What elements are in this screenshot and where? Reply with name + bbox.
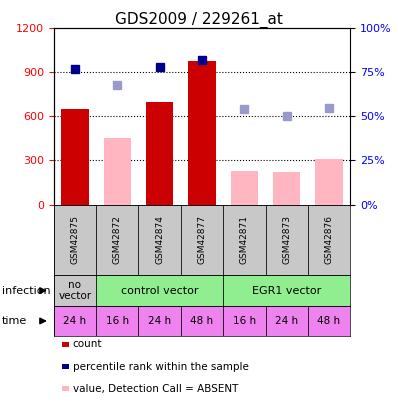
Bar: [308, 205, 350, 275]
Text: control vector: control vector: [121, 286, 198, 296]
Text: 24 h: 24 h: [148, 316, 171, 326]
Text: GSM42874: GSM42874: [155, 215, 164, 264]
Text: GSM42875: GSM42875: [70, 215, 80, 264]
Text: percentile rank within the sample: percentile rank within the sample: [73, 362, 249, 371]
Bar: [54, 205, 96, 275]
Text: GSM42877: GSM42877: [197, 215, 207, 264]
Bar: [181, 205, 223, 275]
Text: 48 h: 48 h: [318, 316, 341, 326]
Bar: [54, 306, 96, 336]
Text: 48 h: 48 h: [190, 316, 214, 326]
Text: 16 h: 16 h: [233, 316, 256, 326]
Text: 24 h: 24 h: [63, 316, 86, 326]
Text: GSM42871: GSM42871: [240, 215, 249, 264]
Text: 16 h: 16 h: [106, 316, 129, 326]
Text: infection: infection: [2, 286, 51, 296]
Bar: [96, 275, 223, 306]
Bar: [139, 306, 181, 336]
Bar: [273, 172, 300, 205]
Bar: [223, 275, 350, 306]
Bar: [103, 139, 131, 205]
Bar: [315, 159, 343, 205]
Text: GSM42873: GSM42873: [282, 215, 291, 264]
Bar: [308, 306, 350, 336]
Text: GDS2009 / 229261_at: GDS2009 / 229261_at: [115, 12, 283, 28]
Bar: [188, 61, 216, 205]
Bar: [223, 205, 265, 275]
Text: time: time: [2, 316, 27, 326]
Bar: [146, 102, 174, 205]
Bar: [96, 205, 139, 275]
Text: 24 h: 24 h: [275, 316, 298, 326]
Text: EGR1 vector: EGR1 vector: [252, 286, 321, 296]
Bar: [54, 275, 96, 306]
Text: GSM42872: GSM42872: [113, 215, 122, 264]
Text: value, Detection Call = ABSENT: value, Detection Call = ABSENT: [73, 384, 238, 394]
Text: no
vector: no vector: [59, 280, 92, 301]
Bar: [265, 205, 308, 275]
Bar: [265, 306, 308, 336]
Text: count: count: [73, 339, 102, 349]
Bar: [181, 306, 223, 336]
Bar: [61, 109, 89, 205]
Bar: [230, 171, 258, 205]
Text: GSM42876: GSM42876: [324, 215, 334, 264]
Bar: [96, 306, 139, 336]
Bar: [139, 205, 181, 275]
Bar: [223, 306, 265, 336]
